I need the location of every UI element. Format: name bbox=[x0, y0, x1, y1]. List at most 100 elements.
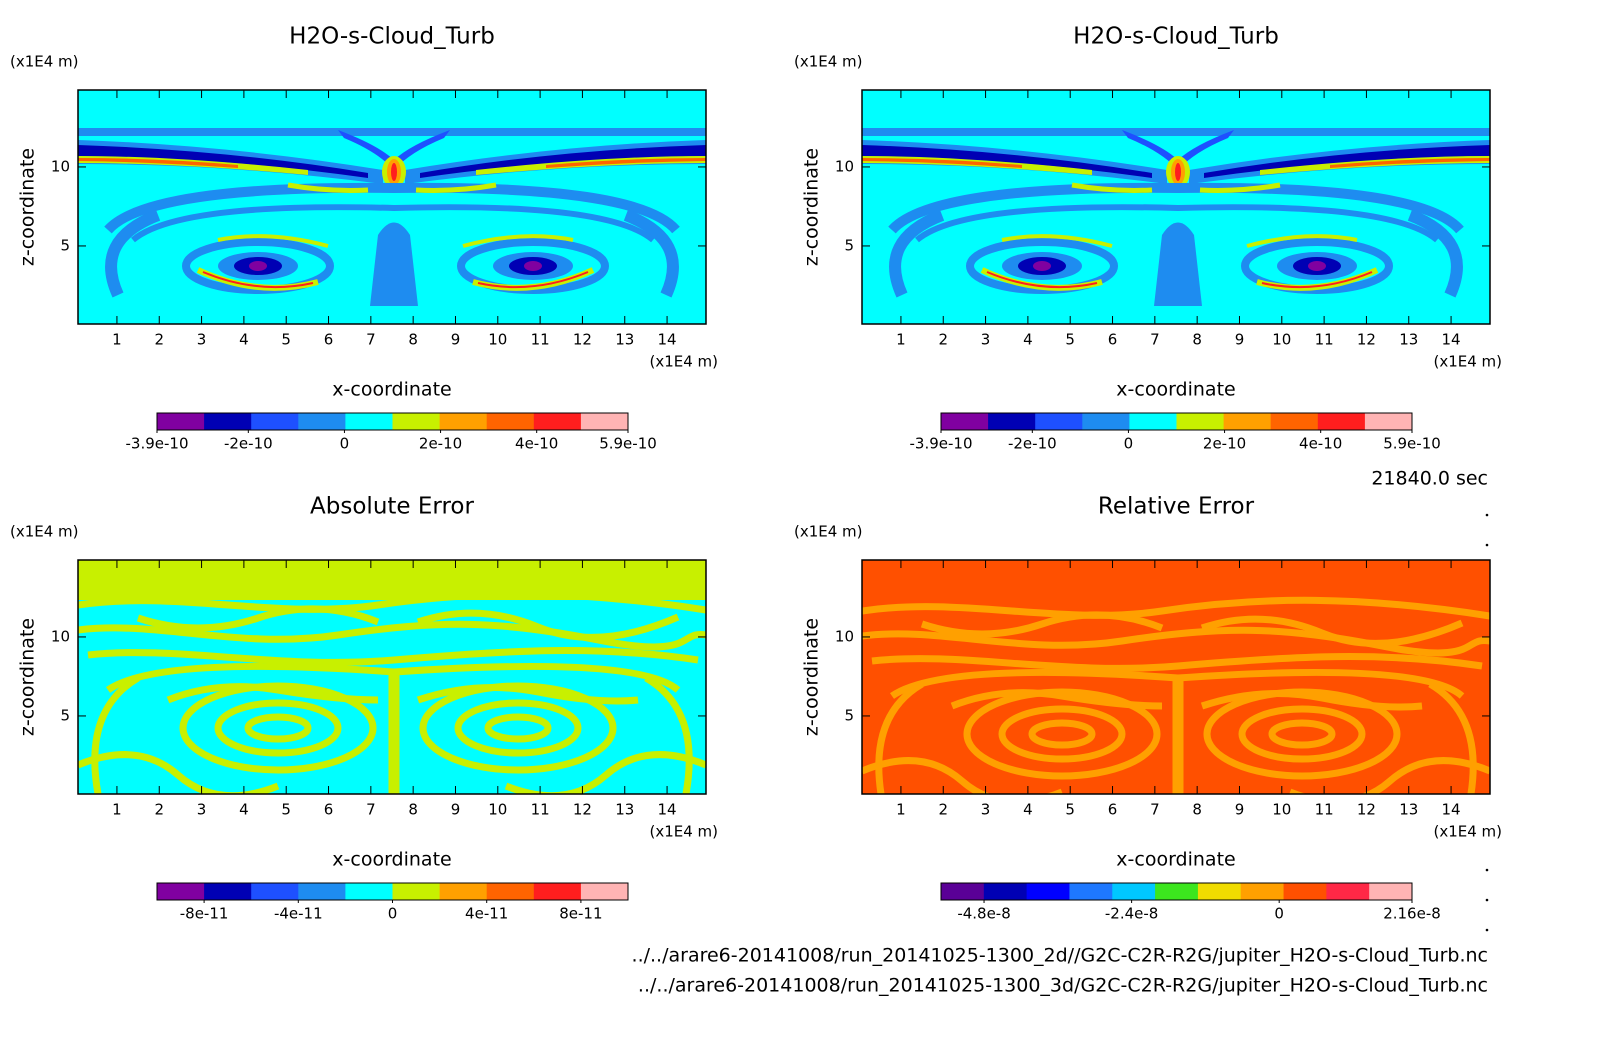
x-tick-label: 14 bbox=[658, 801, 677, 819]
y-tick-label: 10 bbox=[51, 157, 70, 175]
colorbar-segment bbox=[1240, 883, 1285, 900]
x-tick-label: 12 bbox=[573, 801, 592, 819]
contour-field bbox=[78, 560, 706, 794]
y-unit: (x1E4 m) bbox=[794, 523, 863, 541]
time-label: 21840.0 sec bbox=[1371, 468, 1488, 490]
colorbar-segment bbox=[941, 413, 989, 430]
plot-frame bbox=[77, 559, 707, 795]
colorbar-segment bbox=[157, 883, 205, 900]
x-unit: (x1E4 m) bbox=[1433, 353, 1502, 371]
x-tick-label: 10 bbox=[488, 331, 507, 349]
colorbar-segment bbox=[1270, 413, 1319, 430]
colorbar-segment bbox=[439, 883, 488, 900]
colorbar-tick-label: 0 bbox=[340, 435, 350, 453]
colorbar-tick-label: -2.4e-8 bbox=[1105, 905, 1158, 923]
colorbar-tick-label: 5.9e-10 bbox=[1383, 435, 1441, 453]
x-tick-label: 13 bbox=[615, 331, 634, 349]
colorbar-segment bbox=[1326, 883, 1370, 900]
x-tick-label: 8 bbox=[1192, 331, 1202, 349]
colorbar-segment bbox=[1317, 413, 1366, 430]
colorbar-tick-label: 4e-10 bbox=[515, 435, 558, 453]
colorbar-tick-label: -4.8e-8 bbox=[957, 905, 1010, 923]
colorbar-tick-label: 2e-10 bbox=[1203, 435, 1246, 453]
y-unit: (x1E4 m) bbox=[10, 53, 79, 71]
y-tick-label: 5 bbox=[60, 236, 70, 254]
chart-title: H2O-s-Cloud_Turb bbox=[1073, 24, 1279, 50]
x-tick-label: 3 bbox=[981, 801, 991, 819]
x-tick-label: 1 bbox=[112, 331, 122, 349]
colorbar-segment bbox=[1082, 413, 1130, 430]
x-tick-label: 8 bbox=[408, 801, 418, 819]
colorbar-tick-label: 0 bbox=[1274, 905, 1284, 923]
colorbar-tick-label: -2e-10 bbox=[224, 435, 273, 453]
y-axis-label: z-coordinate bbox=[801, 618, 823, 736]
colorbar-segment bbox=[392, 883, 441, 900]
x-axis-label: x-coordinate bbox=[332, 849, 451, 871]
colorbar-segment bbox=[1069, 883, 1113, 900]
x-tick-label: 11 bbox=[1315, 331, 1334, 349]
y-tick-label: 5 bbox=[844, 706, 854, 724]
x-tick-label: 4 bbox=[239, 331, 249, 349]
file-path: ../../arare6-20141008/run_20141025-1300_… bbox=[632, 945, 1488, 967]
colorbar-segment bbox=[1223, 413, 1272, 430]
x-tick-label: 10 bbox=[488, 801, 507, 819]
x-tick-label: 4 bbox=[1023, 331, 1033, 349]
x-tick-label: 11 bbox=[531, 801, 550, 819]
x-unit: (x1E4 m) bbox=[649, 823, 718, 841]
x-tick-label: 12 bbox=[1357, 331, 1376, 349]
colorbar-segment bbox=[392, 413, 441, 430]
colorbar-tick-label: 0 bbox=[388, 905, 398, 923]
colorbar-segment bbox=[251, 413, 299, 430]
contour-field bbox=[78, 90, 706, 324]
x-tick-label: 13 bbox=[1399, 801, 1418, 819]
x-tick-label: 12 bbox=[573, 331, 592, 349]
colorbar-tick-label: 5.9e-10 bbox=[599, 435, 657, 453]
chart-title: Relative Error bbox=[1098, 494, 1255, 520]
x-tick-label: 3 bbox=[981, 331, 991, 349]
x-tick-label: 6 bbox=[324, 331, 334, 349]
x-tick-label: 7 bbox=[1150, 801, 1160, 819]
x-tick-label: 2 bbox=[154, 331, 164, 349]
colorbar-tick-label: 4e-11 bbox=[465, 905, 508, 923]
colorbar-segment bbox=[1112, 883, 1156, 900]
y-tick-label: 10 bbox=[51, 627, 70, 645]
colorbar-segment bbox=[298, 413, 346, 430]
x-tick-label: 4 bbox=[1023, 801, 1033, 819]
x-tick-label: 2 bbox=[154, 801, 164, 819]
plot-frame bbox=[77, 89, 707, 325]
x-tick-label: 9 bbox=[451, 331, 461, 349]
x-tick-label: 6 bbox=[1108, 801, 1118, 819]
x-tick-label: 9 bbox=[451, 801, 461, 819]
colorbar-segment bbox=[533, 413, 582, 430]
x-tick-label: 9 bbox=[1235, 801, 1245, 819]
colorbar-tick-label: -8e-11 bbox=[180, 905, 229, 923]
x-tick-label: 6 bbox=[324, 801, 334, 819]
x-tick-label: 3 bbox=[197, 801, 207, 819]
y-axis-label: z-coordinate bbox=[17, 148, 39, 266]
x-tick-label: 13 bbox=[1399, 331, 1418, 349]
x-tick-label: 4 bbox=[239, 801, 249, 819]
colorbar-segment bbox=[1364, 413, 1413, 430]
y-unit: (x1E4 m) bbox=[794, 53, 863, 71]
colorbar-segment bbox=[1035, 413, 1083, 430]
x-tick-label: 12 bbox=[1357, 801, 1376, 819]
x-tick-label: 7 bbox=[366, 331, 376, 349]
colorbar-segment bbox=[486, 883, 535, 900]
colorbar-tick-label: -2e-10 bbox=[1008, 435, 1057, 453]
y-axis-label: z-coordinate bbox=[17, 618, 39, 736]
x-tick-label: 2 bbox=[938, 331, 948, 349]
x-tick-label: 1 bbox=[896, 331, 906, 349]
x-axis-label: x-coordinate bbox=[332, 379, 451, 401]
colorbar-tick-label: 8e-11 bbox=[559, 905, 602, 923]
colorbar-segment bbox=[204, 413, 252, 430]
colorbar-tick-label: 2e-10 bbox=[419, 435, 462, 453]
colorbar-segment bbox=[580, 413, 629, 430]
x-tick-label: 5 bbox=[1065, 801, 1075, 819]
y-tick-label: 5 bbox=[844, 236, 854, 254]
x-tick-label: 3 bbox=[197, 331, 207, 349]
colorbar-segment bbox=[439, 413, 488, 430]
x-unit: (x1E4 m) bbox=[1433, 823, 1502, 841]
x-tick-label: 8 bbox=[1192, 801, 1202, 819]
colorbar-segment bbox=[1283, 883, 1327, 900]
